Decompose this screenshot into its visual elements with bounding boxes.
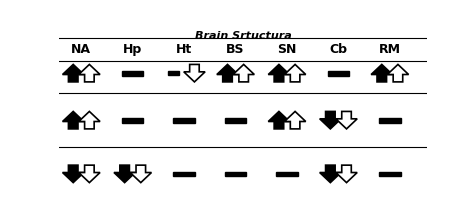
Bar	[122, 71, 143, 75]
Bar	[173, 172, 195, 176]
Polygon shape	[387, 65, 409, 82]
Bar	[225, 172, 246, 176]
Text: BS: BS	[226, 43, 245, 56]
Polygon shape	[114, 165, 135, 183]
Polygon shape	[336, 165, 357, 183]
Polygon shape	[184, 65, 205, 82]
Polygon shape	[63, 111, 84, 129]
Polygon shape	[233, 65, 255, 82]
Polygon shape	[268, 65, 290, 82]
Polygon shape	[217, 65, 238, 82]
Text: RM: RM	[379, 43, 401, 56]
Polygon shape	[79, 165, 100, 183]
Polygon shape	[371, 65, 392, 82]
Bar	[122, 118, 143, 123]
Bar	[379, 172, 401, 176]
Text: Brain Srtuctura: Brain Srtuctura	[194, 31, 292, 41]
Bar	[225, 118, 246, 123]
Polygon shape	[268, 111, 290, 129]
Text: SN: SN	[277, 43, 297, 56]
Polygon shape	[63, 165, 84, 183]
Bar	[379, 118, 401, 123]
Text: Hp: Hp	[123, 43, 142, 56]
Bar	[173, 118, 195, 123]
Text: NA: NA	[71, 43, 91, 56]
Bar	[276, 172, 298, 176]
Polygon shape	[336, 111, 357, 129]
Text: Cb: Cb	[329, 43, 347, 56]
Polygon shape	[79, 65, 100, 82]
Polygon shape	[130, 165, 152, 183]
Text: Ht: Ht	[176, 43, 192, 56]
Polygon shape	[79, 111, 100, 129]
Polygon shape	[284, 111, 306, 129]
Polygon shape	[319, 111, 341, 129]
Polygon shape	[284, 65, 306, 82]
Bar	[328, 71, 349, 75]
Polygon shape	[63, 65, 84, 82]
Polygon shape	[319, 165, 341, 183]
Bar	[168, 71, 179, 75]
